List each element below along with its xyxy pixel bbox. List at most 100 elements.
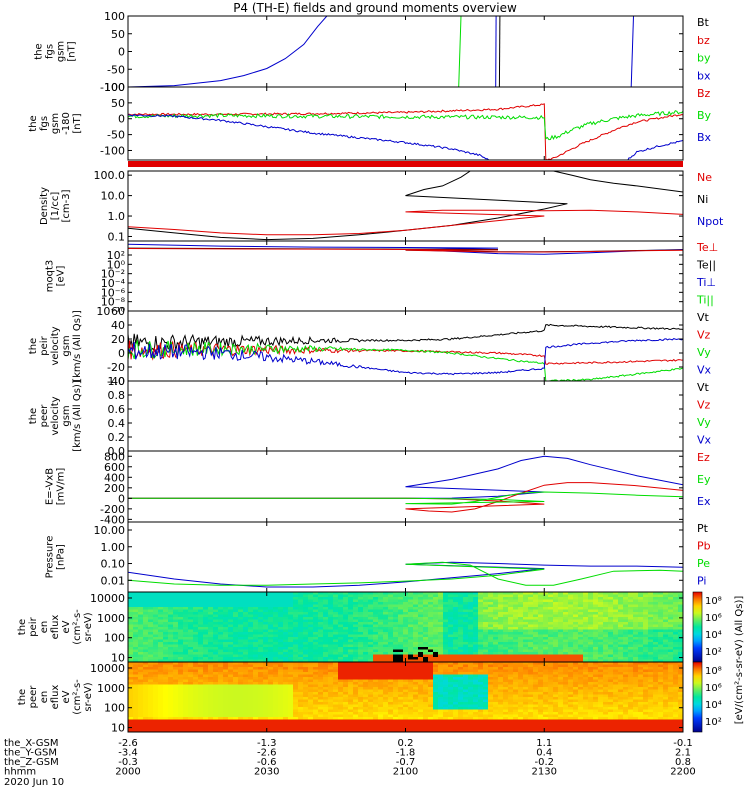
spectrogram-cell	[433, 629, 439, 633]
spectrogram-cell	[173, 597, 179, 601]
spectrogram-cell	[313, 697, 319, 701]
spectrogram-cell	[463, 647, 469, 651]
spectrogram-cell	[343, 699, 349, 703]
spectrogram-cell	[343, 679, 349, 683]
spectrogram-cell	[323, 694, 329, 698]
spectrogram-cell	[283, 622, 289, 626]
spectrogram-cell	[223, 712, 229, 716]
y-tick-label: 1.0	[108, 210, 126, 223]
y-axis-label: the	[28, 408, 39, 424]
spectrogram-cell	[503, 644, 509, 648]
spectrogram-cell	[238, 607, 244, 611]
spectrogram-cell	[313, 712, 319, 716]
legend-item-ex: Ex	[697, 495, 711, 508]
spectrogram-cell	[548, 652, 554, 656]
spectrogram-cell	[133, 654, 139, 658]
spectrogram-cell	[368, 702, 374, 706]
spectrogram-cell	[203, 647, 209, 651]
spectrogram-cell	[388, 664, 394, 668]
spectrogram-cell	[528, 609, 534, 613]
spectrogram-cell	[283, 677, 289, 681]
spectrogram-cell	[588, 654, 594, 658]
spectrogram-cell	[128, 597, 134, 601]
spectrogram-cell	[323, 627, 329, 631]
y-axis-label: the	[28, 115, 39, 131]
spectrogram-cell	[223, 602, 229, 606]
spectrogram-cell	[213, 619, 219, 623]
spectrogram-cell	[403, 594, 409, 598]
spectrogram-cell	[328, 704, 334, 708]
spectrogram-cell	[663, 632, 669, 636]
spectrogram-cell	[258, 619, 264, 623]
spectrogram-cell	[168, 687, 174, 691]
spectrogram-cell	[353, 714, 359, 718]
spectrogram-cell	[523, 607, 529, 611]
spectrogram-cell	[238, 597, 244, 601]
spectrogram-cell	[288, 647, 294, 651]
spectrogram-cell	[633, 632, 639, 636]
spectrogram-cell	[598, 609, 604, 613]
spectrogram-cell	[508, 634, 514, 638]
spectrogram-cell	[343, 597, 349, 601]
spectrogram-cell	[593, 657, 599, 661]
spectrogram-cell	[188, 667, 194, 671]
spectrogram-cell	[628, 639, 634, 643]
spectrogram-cell	[563, 599, 569, 603]
spectrogram-cell	[508, 597, 514, 601]
spectrogram-cell	[488, 602, 494, 606]
spectrogram-cell	[358, 632, 364, 636]
spectrogram-cell	[303, 657, 309, 661]
spectrogram-cell	[128, 637, 134, 641]
spectrogram-cell	[333, 642, 339, 646]
y-tick-label: 0	[118, 492, 125, 505]
spectrogram-cell	[638, 614, 644, 618]
spectrogram-cell	[438, 647, 444, 651]
spectrogram-cell	[463, 637, 469, 641]
spectrogram-cell	[153, 674, 159, 678]
spectrogram-cell	[483, 592, 489, 596]
spectrogram-cell	[658, 639, 664, 643]
spectrogram-cell	[373, 667, 379, 671]
spectrogram-cell	[593, 642, 599, 646]
spectrogram-cell	[218, 687, 224, 691]
spectrogram-cell	[518, 622, 524, 626]
spectrogram-cell	[173, 674, 179, 678]
spectrogram-cell	[153, 657, 159, 661]
spectrogram-cell	[318, 722, 324, 726]
spectrogram-cell	[283, 717, 289, 721]
spectrogram-cell	[473, 619, 479, 623]
spectrogram-cell	[643, 647, 649, 651]
spectrogram-cell	[543, 604, 549, 608]
spectrogram-cell	[328, 659, 334, 662]
spectrogram-cell	[143, 602, 149, 606]
spectrogram-cell	[518, 659, 524, 662]
spectrogram-cell	[193, 614, 199, 618]
spectrogram-cell	[268, 599, 274, 603]
spectrogram-cell	[243, 717, 249, 721]
spectrogram-cell	[498, 602, 504, 606]
spectrogram-cell	[158, 664, 164, 668]
spectrogram-cell	[578, 627, 584, 631]
spectrogram-cell	[318, 712, 324, 716]
spectrogram-cell	[558, 659, 564, 662]
spectrogram-cell	[228, 609, 234, 613]
spectrogram-cell	[428, 652, 434, 656]
spectrogram-cell	[138, 692, 144, 696]
spectrogram-cell	[503, 627, 509, 631]
spectrogram-cell	[473, 594, 479, 598]
spectrogram-cell	[508, 659, 514, 662]
spectrogram-cell	[148, 679, 154, 683]
spectrogram-cell	[293, 629, 299, 633]
spectrogram-cell	[183, 624, 189, 628]
spectrogram-cell	[173, 662, 179, 666]
spectrogram-cell	[428, 657, 434, 661]
spectrogram-cell	[603, 609, 609, 613]
spectrogram-cell	[423, 619, 429, 623]
spectrogram-cell	[358, 622, 364, 626]
spectrogram-cell	[383, 727, 389, 731]
spectrogram-cell	[138, 654, 144, 658]
y-tick-label: 1.0	[108, 375, 126, 388]
spectrogram-cell	[543, 647, 549, 651]
spectrogram-cell	[218, 644, 224, 648]
spectrogram-cell	[183, 652, 189, 656]
